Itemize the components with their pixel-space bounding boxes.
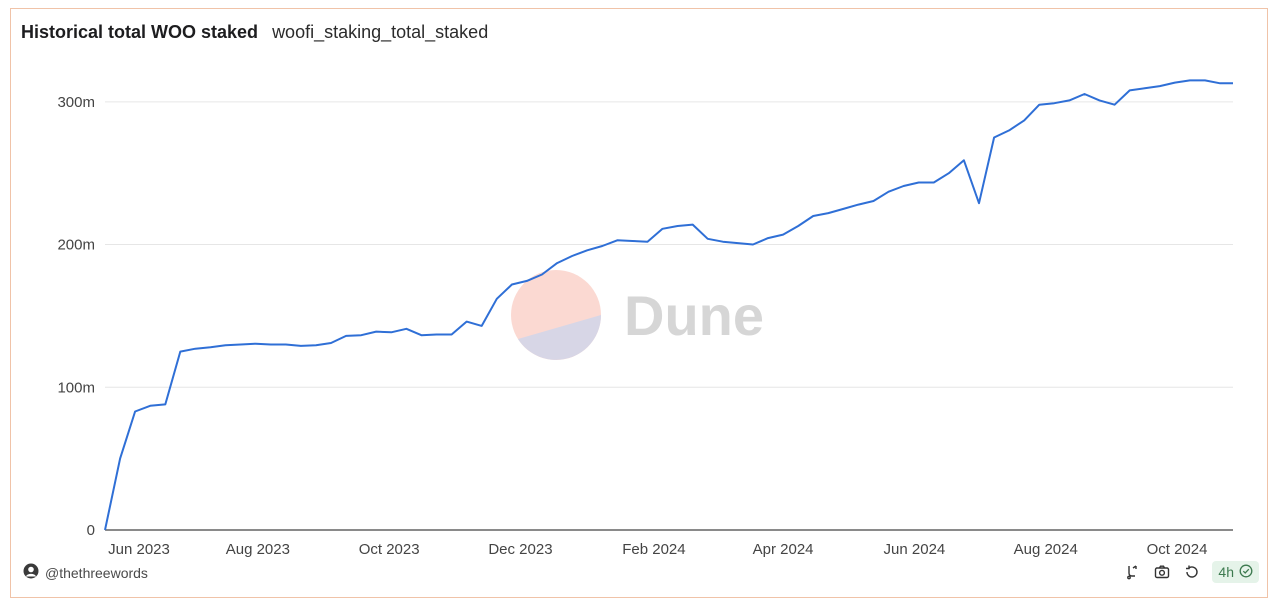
x-tick-label: Jun 2023 (108, 541, 170, 558)
y-tick-label: 100m (57, 379, 95, 396)
camera-icon[interactable] (1152, 562, 1172, 582)
chart-title: Historical total WOO staked (21, 22, 259, 42)
x-tick-label: Dec 2023 (488, 541, 552, 558)
chart-card: Historical total WOO staked woofi_stakin… (10, 8, 1268, 598)
watermark-text: Dune (624, 284, 764, 347)
x-tick-label: Apr 2024 (753, 541, 814, 558)
y-tick-label: 300m (57, 94, 95, 111)
refresh-icon[interactable] (1182, 562, 1202, 582)
series-line[interactable] (104, 79, 1233, 531)
chart-header: Historical total WOO staked woofi_stakin… (21, 22, 488, 44)
y-tick-label: 0 (87, 522, 95, 539)
chart-subtitle: woofi_staking_total_staked (272, 22, 489, 42)
line-chart: Dune 0 100m 200m 300m Jun 2023 Aug 2023 Oct 2… (57, 79, 1233, 558)
x-tick-label: Oct 2023 (359, 541, 420, 558)
fork-icon[interactable] (1122, 562, 1142, 582)
watermark-logo-bottom (518, 315, 601, 360)
user-avatar-icon (23, 563, 39, 582)
footer-actions: 4h (1122, 561, 1259, 583)
y-tick-label: 200m (57, 237, 95, 254)
x-tick-label: Feb 2024 (622, 541, 685, 558)
x-tick-labels: Jun 2023 Aug 2023 Oct 2023 Dec 2023 Feb 2024… (108, 541, 1207, 558)
y-tick-labels: 0 100m 200m 300m (57, 94, 95, 539)
check-circle-icon (1239, 564, 1253, 581)
refresh-badge[interactable]: 4h (1212, 561, 1259, 583)
x-tick-label: Oct 2024 (1147, 541, 1208, 558)
author-credit[interactable]: @thethreewords (23, 563, 148, 582)
x-tick-label: Aug 2024 (1014, 541, 1078, 558)
x-tick-label: Aug 2023 (226, 541, 290, 558)
refresh-interval: 4h (1218, 564, 1234, 580)
x-tick-label: Jun 2024 (884, 541, 946, 558)
grid-lines (105, 101, 1233, 388)
dune-watermark: Dune (511, 270, 764, 360)
author-name[interactable]: @thethreewords (45, 564, 148, 581)
